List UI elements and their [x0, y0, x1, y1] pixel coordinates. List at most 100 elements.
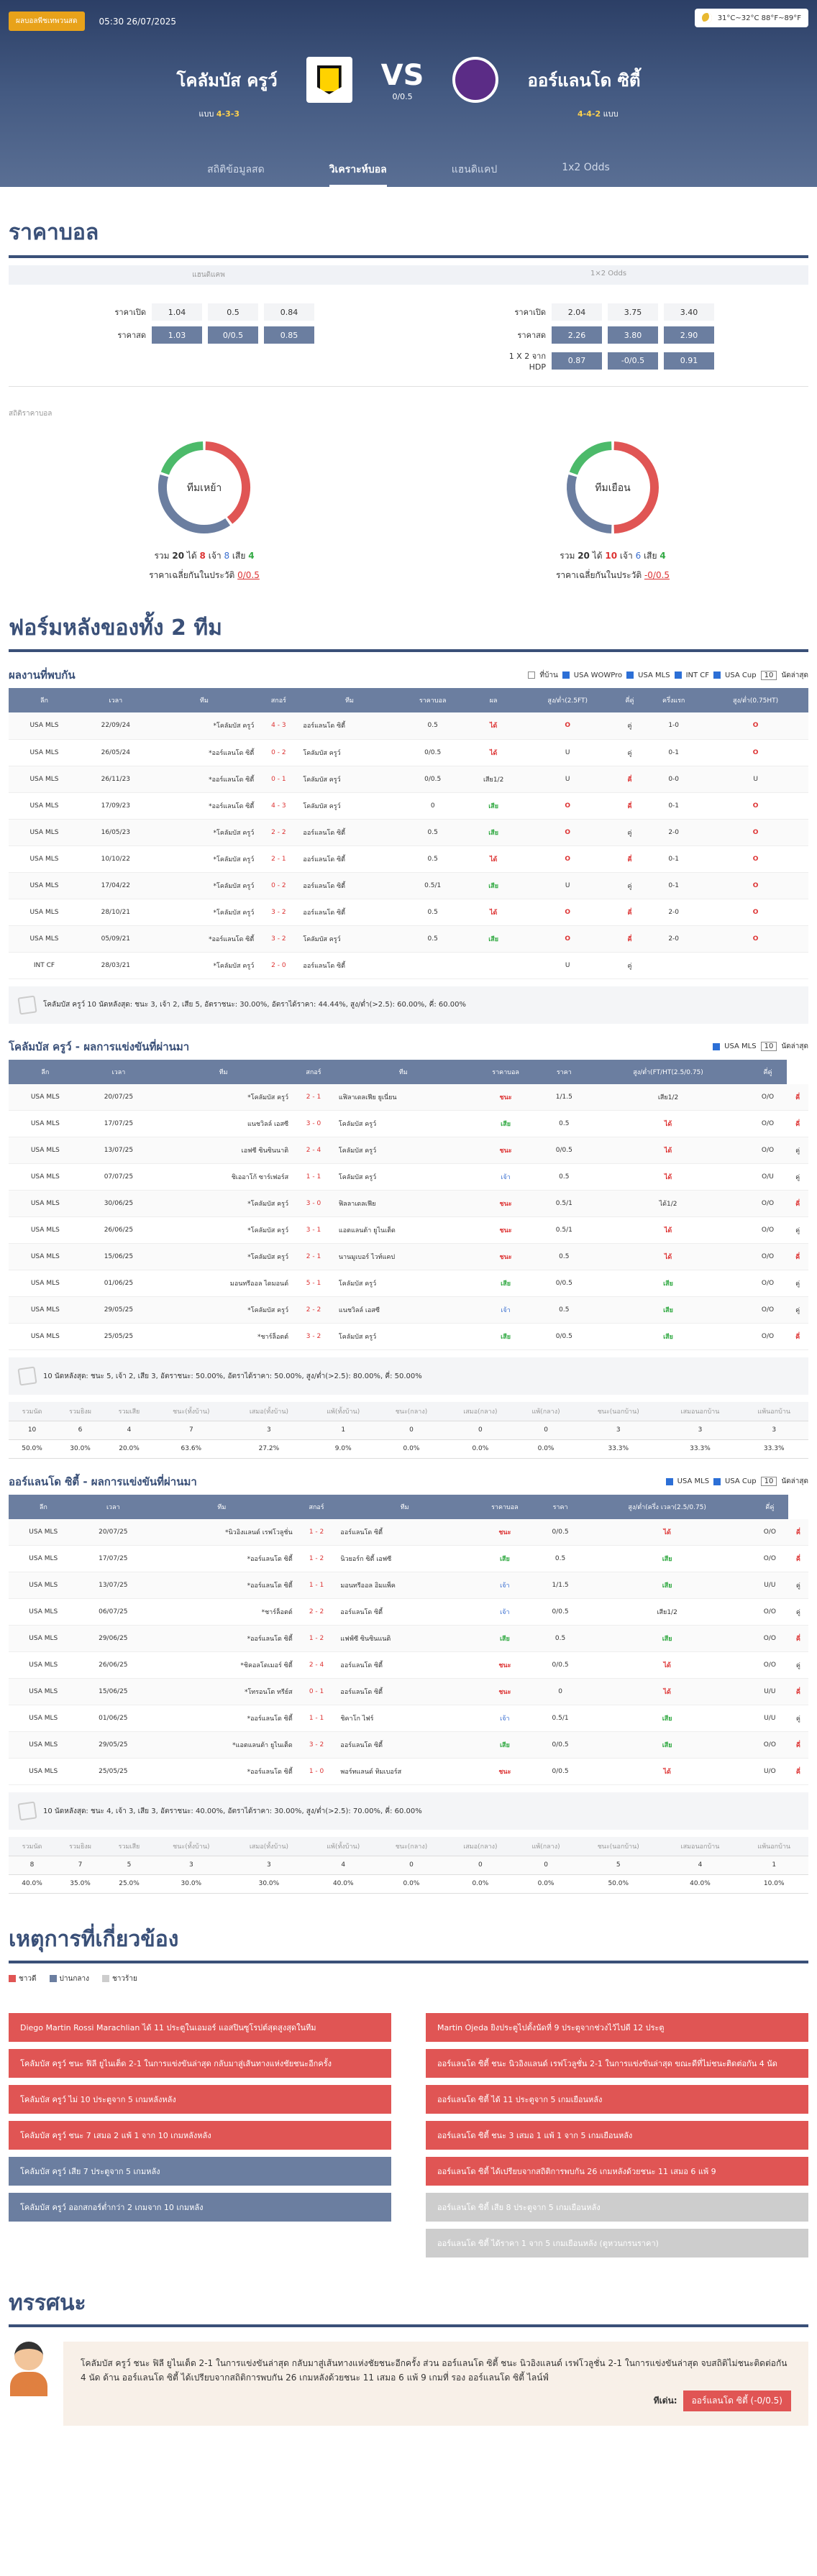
- table-summary: 10 นัดหลังสุด: ชนะ 5, เจ้า 2, เสีย 3, อั…: [9, 1357, 808, 1395]
- count-select[interactable]: 10: [760, 670, 777, 680]
- table-cell[interactable]: แฟฟ์ซี ซินซินแนติ: [337, 1625, 472, 1652]
- formation-label: แบบ: [198, 109, 214, 119]
- table-cell[interactable]: *นิวอิงแลนด์ เรฟโวลูชั่น: [148, 1518, 296, 1546]
- odds-cell[interactable]: 1.04: [152, 303, 202, 321]
- table-cell[interactable]: *โคลัมบัส ครูว์: [151, 819, 257, 846]
- count-select[interactable]: 10: [760, 1042, 777, 1051]
- table-cell[interactable]: มอนทรีออล ไดมอนด์: [155, 1270, 292, 1297]
- table-cell[interactable]: ออร์แลนโด ซิตี้: [300, 845, 399, 873]
- table-cell[interactable]: *โคลัมบัส ครูว์: [155, 1083, 292, 1111]
- table-cell[interactable]: เอฟซี ซินซินนาติ: [155, 1137, 292, 1164]
- tab-1x2-odds[interactable]: 1x2 Odds: [562, 162, 610, 173]
- odds-cell[interactable]: 2.26: [552, 326, 602, 344]
- table-cell[interactable]: มอนทรีออล อิมแพ็ค: [337, 1572, 472, 1599]
- filter-checkbox[interactable]: [562, 671, 570, 679]
- table-cell[interactable]: โคลัมบัส ครูว์: [335, 1110, 471, 1137]
- table-cell[interactable]: ชิคาโก ไฟร์: [337, 1705, 472, 1732]
- odds-cell[interactable]: 0.87: [552, 352, 602, 370]
- table-cell[interactable]: ออร์แลนโด ซิตี้: [337, 1651, 472, 1679]
- filter-checkbox[interactable]: [713, 1477, 721, 1485]
- filter-checkbox[interactable]: [674, 671, 682, 679]
- table-cell[interactable]: ออร์แลนโด ซิตี้: [337, 1598, 472, 1626]
- table-cell[interactable]: ชิเออาโก้ ซาร์เฟอร์ส: [155, 1163, 292, 1191]
- table-cell: 0-0: [644, 766, 703, 793]
- table-cell[interactable]: ออร์แลนโด ซิตี้: [300, 872, 399, 899]
- tab-live-stats[interactable]: สถิติข้อมูลสด: [207, 164, 265, 175]
- table-cell[interactable]: นิวยอร์ก ซิตี้ เอฟซี: [337, 1545, 472, 1572]
- table-cell[interactable]: *ชิคอลโดเมอร์ ซิตี้: [148, 1651, 296, 1679]
- table-cell[interactable]: แนชวิลล์ เอสซี: [155, 1110, 292, 1137]
- table-cell[interactable]: ออร์แลนโด ซิตี้: [300, 712, 399, 740]
- odds-cell[interactable]: 1.03: [152, 326, 202, 344]
- table-cell[interactable]: *ชาร์ล็อตต์: [155, 1323, 292, 1350]
- odds-cell[interactable]: 2.04: [552, 303, 602, 321]
- tab-analysis[interactable]: วิเคราะห์บอล: [329, 162, 387, 187]
- table-cell[interactable]: *โคลัมบัส ครูว์: [155, 1190, 292, 1217]
- table-cell: ได้1/2: [588, 1190, 749, 1217]
- table-cell[interactable]: ออร์แลนโด ซิตี้: [337, 1518, 472, 1546]
- filter-checkbox[interactable]: [528, 671, 536, 679]
- home-team-logo[interactable]: [306, 57, 352, 103]
- table-cell[interactable]: ฟิลลาเดลเฟีย: [335, 1190, 471, 1217]
- away-team-logo[interactable]: [452, 57, 499, 103]
- table-cell[interactable]: *โคลัมบัส ครูว์: [155, 1243, 292, 1270]
- table-cell[interactable]: แฟิลาเดลเฟีย ยูเนี่ยน: [335, 1083, 471, 1111]
- odds-cell[interactable]: 0.84: [264, 303, 314, 321]
- table-cell[interactable]: *โคลัมบัส ครูว์: [151, 872, 257, 899]
- count-select[interactable]: 10: [760, 1477, 777, 1486]
- table-cell[interactable]: *ออร์แลนโด ซิตี้: [148, 1625, 296, 1652]
- table-cell[interactable]: ออร์แลนโด ซิตี้: [300, 952, 399, 979]
- table-cell[interactable]: ออร์แลนโด ซิตี้: [337, 1731, 472, 1759]
- odds-cell[interactable]: 3.40: [664, 303, 714, 321]
- table-cell[interactable]: *โคลัมบัส ครูว์: [151, 952, 257, 979]
- table-cell[interactable]: *โทรอนโต ทรีย์ส: [148, 1678, 296, 1705]
- table-cell[interactable]: *แอตแลนต้า ยูไนเต็ด: [148, 1731, 296, 1759]
- home-team-name[interactable]: โคลัมบัส ครูว์: [176, 70, 278, 91]
- table-cell[interactable]: *โคลัมบัส ครูว์: [155, 1296, 292, 1324]
- table-cell[interactable]: โคลัมบัส ครูว์: [300, 739, 399, 766]
- odds-cell[interactable]: 0/0.5: [208, 326, 258, 344]
- live-score-button[interactable]: ผลบอลพีชเทพวนสด: [9, 12, 85, 31]
- table-cell[interactable]: แนชวิลล์ เอสซี: [335, 1296, 471, 1324]
- table-cell[interactable]: *ออร์แลนโด ซิตี้: [151, 739, 257, 766]
- table-cell[interactable]: *โคลัมบัส ครูว์: [151, 899, 257, 926]
- table-cell[interactable]: ออร์แลนโด ซิตี้: [300, 819, 399, 846]
- table-cell[interactable]: *ชาร์ล็อตต์: [148, 1598, 296, 1626]
- table-cell[interactable]: โคลัมบัส ครูว์: [335, 1137, 471, 1164]
- table-cell[interactable]: *ออร์แลนโด ซิตี้: [151, 766, 257, 793]
- table-cell[interactable]: *ออร์แลนโด ซิตี้: [151, 925, 257, 953]
- filter-checkbox[interactable]: [713, 1042, 721, 1050]
- table-cell[interactable]: พอร์ทแลนด์ ทิมเบอร์ส: [337, 1758, 472, 1785]
- table-cell[interactable]: ออร์แลนโด ซิตี้: [337, 1678, 472, 1705]
- odds-cell[interactable]: 0.5: [208, 303, 258, 321]
- table-cell[interactable]: *โคลัมบัส ครูว์: [155, 1216, 292, 1244]
- filter-checkbox[interactable]: [713, 671, 721, 679]
- odds-cell[interactable]: 0.91: [664, 352, 714, 370]
- table-cell[interactable]: โคลัมบัส ครูว์: [300, 766, 399, 793]
- tab-handicap[interactable]: แฮนดิแคป: [451, 164, 498, 175]
- table-cell[interactable]: *โคลัมบัส ครูว์: [151, 712, 257, 740]
- table-cell[interactable]: *โคลัมบัส ครูว์: [151, 845, 257, 873]
- table-cell[interactable]: *ออร์แลนโด ซิตี้: [151, 792, 257, 820]
- odds-cell[interactable]: 0.85: [264, 326, 314, 344]
- odds-cell[interactable]: 2.90: [664, 326, 714, 344]
- odds-cell[interactable]: 3.75: [608, 303, 658, 321]
- table-cell[interactable]: แอตแลนต้า ยูไนเต็ด: [335, 1216, 471, 1244]
- table-cell[interactable]: *ออร์แลนโด ซิตี้: [148, 1705, 296, 1732]
- filter-checkbox[interactable]: [665, 1477, 673, 1485]
- table-cell[interactable]: นานมูเบอร์ ไวท์แคป: [335, 1243, 471, 1270]
- table-cell[interactable]: โคลัมบัส ครูว์: [300, 792, 399, 820]
- table-cell[interactable]: *ออร์แลนโด ซิตี้: [148, 1545, 296, 1572]
- table-cell[interactable]: ออร์แลนโด ซิตี้: [300, 899, 399, 926]
- away-team-name[interactable]: ออร์แลนโด ซิตี้: [527, 70, 641, 91]
- odds-cell[interactable]: 3.80: [608, 326, 658, 344]
- match-header: ผลบอลพีชเทพวนสด 05:30 26/07/2025 31°C~32…: [0, 0, 817, 187]
- table-cell[interactable]: โคลัมบัส ครูว์: [335, 1270, 471, 1297]
- table-cell[interactable]: โคลัมบัส ครูว์: [300, 925, 399, 953]
- filter-checkbox[interactable]: [626, 671, 634, 679]
- table-cell[interactable]: *ออร์แลนโด ซิตี้: [148, 1572, 296, 1599]
- odds-cell[interactable]: -0/0.5: [608, 352, 658, 370]
- table-cell[interactable]: โคลัมบัส ครูว์: [335, 1163, 471, 1191]
- table-cell[interactable]: *ออร์แลนโด ซิตี้: [148, 1758, 296, 1785]
- table-cell[interactable]: โคลัมบัส ครูว์: [335, 1323, 471, 1350]
